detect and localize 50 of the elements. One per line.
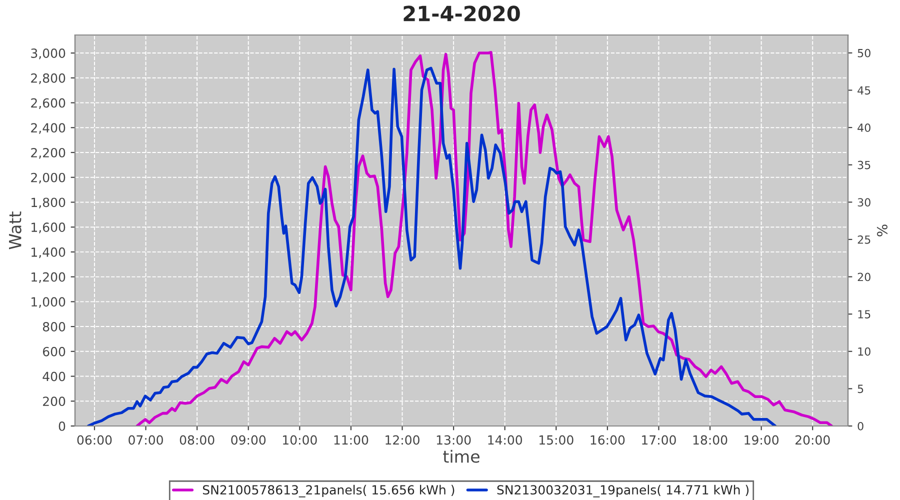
y-tick-label: 1,600 [32,222,66,234]
x-tick-label: 13:00 [436,435,471,445]
y-tick-label: 1,800 [32,198,66,208]
y-tick-label: 1,200 [32,272,66,284]
y-tick-label: 600 [42,346,66,356]
x-tick-label: 15:00 [540,435,574,445]
legend-label: SN2130032031_19panels( 14.771 kWh ) [497,484,749,498]
y2-tick-label: 5 [858,384,864,394]
legend-label: SN2100578613_21panels( 15.656 kWh ) [202,484,454,498]
x-tick-label: 12:00 [386,435,420,445]
line-series [136,51,833,426]
y-axis-title: Watt [9,212,22,250]
y2-tick-label: 40 [858,124,870,132]
y-tick-label: 2,000 [31,172,66,184]
y2-tick-label: 25 [858,235,870,244]
y-tick-label: 3,000 [31,48,66,60]
chart-title: 21-4-2020 [404,6,520,22]
y2-tick-label: 45 [858,86,870,95]
y-tick-label: 2,400 [31,123,66,134]
y-tick-label: 200 [43,396,66,406]
y-tick-label: 1,000 [32,297,66,308]
x-tick-label: 14:00 [488,435,522,445]
x-tick-label: 17:00 [642,435,676,445]
y2-tick-label: 15 [858,310,870,318]
x-tick-label: 16:00 [590,435,625,445]
y2-tick-label: 10 [858,347,870,356]
x-tick-label: 08:00 [180,435,214,445]
y2-tick-label: 30 [858,198,870,207]
y-tick-label: 1,400 [32,247,66,258]
x-tick-label: 09:00 [231,435,266,445]
y-tick-label: 400 [42,372,66,382]
x-tick-label: 06:00 [77,435,112,445]
x-tick-label: 20:00 [796,435,830,445]
x-tick-label: 07:00 [128,435,163,445]
line-series [86,66,777,426]
y-tick-label: 2,200 [31,148,66,159]
y2-tick-label: 35 [858,160,870,170]
x-tick-label: 18:00 [693,435,728,445]
y-tick-label: 2,600 [31,98,66,109]
y2-tick-label: 20 [858,272,870,282]
y2-axis-title: % [876,224,888,236]
x-tick-label: 10:00 [283,435,317,445]
y-tick-label: 0 [58,421,66,431]
y2-tick-label: 50 [858,48,870,58]
y-tick-label: 800 [42,322,66,332]
y2-tick-label: 0 [858,422,864,430]
x-tick-label: 11:00 [334,435,368,445]
y-tick-label: 2,800 [31,73,66,84]
x-tick-label: 19:00 [744,435,778,445]
x-axis-title: time [443,450,480,463]
